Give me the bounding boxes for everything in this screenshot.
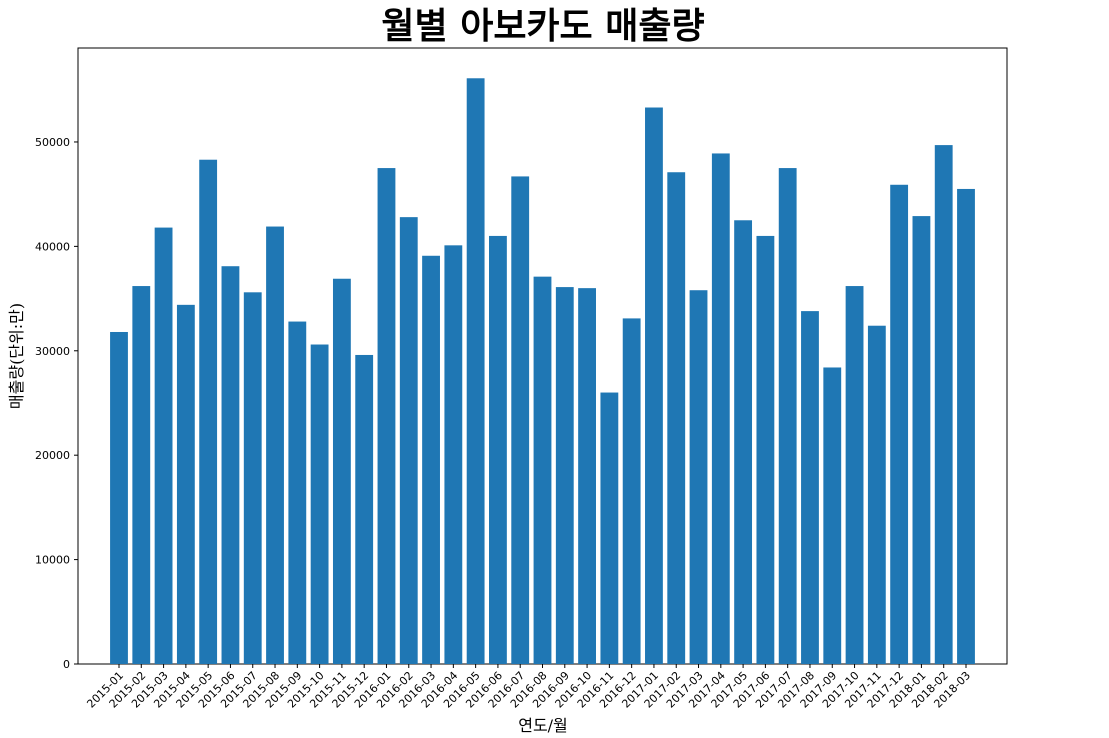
bar-2017-12 [890, 184, 909, 664]
bar-2017-07 [778, 168, 797, 664]
y-tick-label: 0 [63, 658, 70, 671]
bar-2018-01 [912, 216, 931, 664]
bar-2016-08 [533, 276, 552, 664]
bar-2015-10 [310, 344, 329, 664]
bar-2015-11 [332, 278, 351, 664]
bar-2015-06 [221, 266, 240, 664]
bar-2015-07 [243, 292, 262, 664]
y-tick-label: 20000 [35, 449, 70, 462]
bar-2018-03 [957, 188, 975, 664]
bar-2015-04 [176, 304, 195, 664]
bar-2017-05 [734, 220, 753, 664]
bar-2016-01 [377, 168, 396, 664]
bar-2015-02 [132, 286, 151, 664]
bars-group [110, 78, 975, 665]
y-axis-label: 매출량(단위:만) [7, 303, 26, 409]
x-axis: 2015-012015-022015-032015-042015-052015-… [84, 664, 973, 711]
bar-2017-06 [756, 235, 775, 664]
bar-2016-12 [622, 318, 641, 664]
bar-2015-09 [288, 321, 307, 664]
chart-title: 월별 아보카도 매출량 [381, 5, 704, 47]
bar-2016-05 [466, 78, 485, 664]
bar-2016-02 [399, 217, 418, 664]
bar-2017-02 [667, 172, 686, 665]
bar-2016-07 [511, 176, 530, 665]
bar-2015-12 [355, 354, 374, 664]
bar-2015-08 [266, 226, 284, 665]
bar-2017-10 [845, 286, 864, 664]
bar-2017-09 [823, 367, 842, 664]
bar-2018-02 [934, 145, 953, 665]
y-tick-label: 50000 [35, 136, 70, 149]
bar-2017-11 [867, 325, 886, 664]
bar-2017-08 [801, 311, 819, 664]
y-tick-label: 30000 [35, 345, 70, 358]
bar-2016-03 [422, 255, 440, 664]
bar-2017-03 [689, 290, 708, 664]
bar-2017-01 [645, 107, 663, 664]
bar-2017-04 [711, 153, 730, 664]
y-tick-label: 10000 [35, 554, 70, 567]
bar-2016-11 [600, 392, 619, 664]
bar-2015-05 [199, 159, 218, 664]
bar-2015-01 [110, 331, 128, 664]
bar-2016-10 [578, 288, 596, 664]
y-axis: 0 10000 20000 30000 40000 50000 [35, 136, 78, 671]
bar-2016-04 [444, 245, 463, 664]
y-tick-label: 40000 [35, 240, 70, 253]
bar-2016-06 [489, 235, 507, 664]
x-axis-label: 연도/월 [518, 716, 568, 735]
bar-2016-09 [555, 287, 574, 664]
bar-2015-03 [154, 227, 173, 664]
